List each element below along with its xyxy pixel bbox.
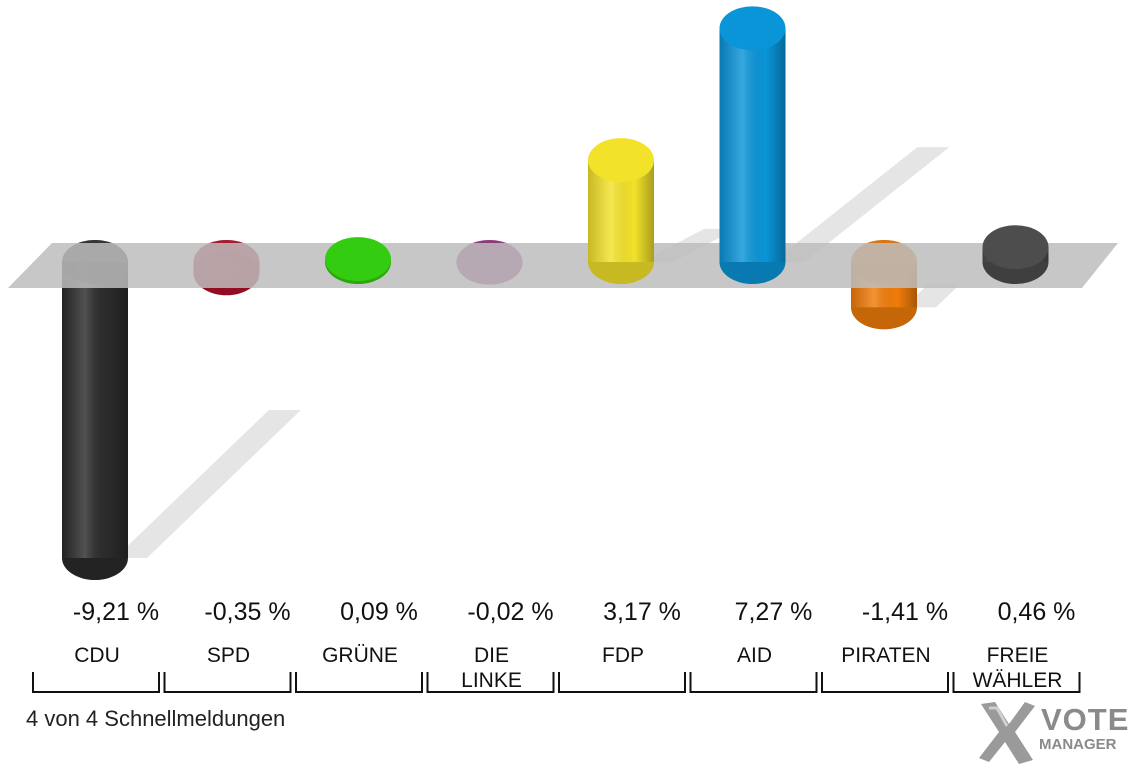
bar-grüne: [325, 237, 391, 284]
x-mark-icon: [979, 702, 1035, 764]
category-bracket-grüne: [295, 672, 423, 693]
value-label-fdp: 3,17 %: [603, 598, 681, 626]
bar-cdu: [62, 240, 128, 580]
zero-baseline-plane: [8, 243, 1118, 288]
party-labels: CDU SPD GRÜNE DIE LINKE FDP AID PIRATEN FREIE WÄH…: [74, 644, 1062, 692]
category-bracket-freie-wähler: [952, 672, 1081, 693]
value-label-cdu: -9,21 %: [73, 598, 159, 626]
vote-manager-logo: VOTE MANAGER: [975, 696, 1135, 766]
category-label-freie-wähler: FREIE WÄHLER: [973, 644, 1063, 692]
category-label-piraten: PIRATEN: [841, 644, 930, 667]
bar-shadows: [115, 147, 960, 558]
category-bracket-fdp: [558, 672, 686, 693]
bars-above-zero: [325, 6, 1049, 284]
bar-shadow-aid: [772, 147, 950, 262]
category-label-cdu: CDU: [74, 644, 120, 667]
value-label-piraten: -1,41 %: [862, 598, 948, 626]
category-bracket-cdu: [32, 672, 160, 693]
category-bracket-die-linke: [426, 672, 555, 693]
value-label-grüne: 0,09 %: [340, 598, 418, 626]
footer-note: 4 von 4 Schnellmeldungen: [26, 706, 286, 731]
value-label-spd: -0,35 %: [204, 598, 290, 626]
bar-fdp: [588, 138, 654, 284]
value-labels: -9,21 % -0,35 % 0,09 % -0,02 % 3,17 % 7,27 % -…: [73, 598, 1076, 626]
bar-shadow-cdu: [115, 410, 301, 558]
bar-freie-wähler: [982, 225, 1049, 284]
category-bracket-aid: [689, 672, 818, 693]
category-label-die-linke: DIE LINKE: [461, 644, 522, 692]
category-label-fdp: FDP: [602, 644, 644, 667]
logo-word-manager: MANAGER: [1039, 736, 1117, 753]
bars-below-zero: [62, 240, 917, 580]
category-bracket-spd: [163, 672, 292, 693]
category-label-spd: SPD: [207, 644, 250, 667]
logo-word-vote: VOTE: [1041, 702, 1130, 737]
category-label-grüne: GRÜNE: [322, 644, 398, 667]
value-label-die-linke: -0,02 %: [467, 598, 553, 626]
value-label-freie-wähler: 0,46 %: [998, 598, 1076, 626]
category-brackets: [32, 672, 1081, 693]
value-label-aid: 7,27 %: [735, 598, 813, 626]
category-bracket-piraten: [821, 672, 949, 693]
category-label-aid: AID: [737, 644, 772, 667]
bar-shadow-piraten: [904, 284, 960, 308]
bar-aid: [719, 6, 786, 284]
